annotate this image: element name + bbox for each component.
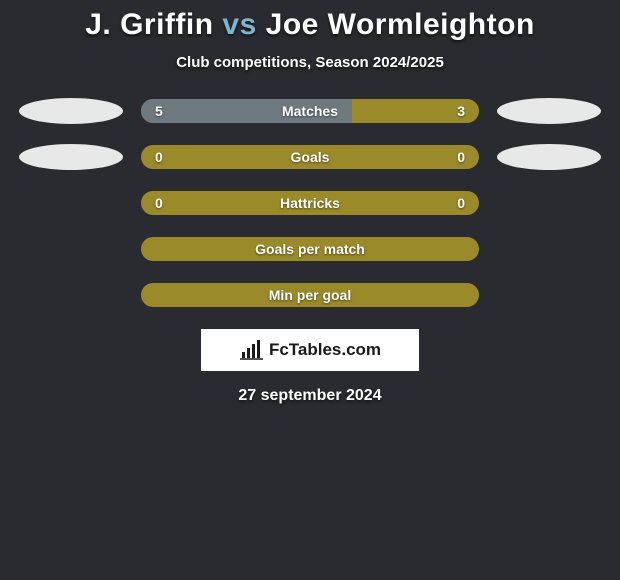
stat-left-value: 0	[155, 195, 167, 211]
player1-name: J. Griffin	[85, 8, 213, 41]
stat-bar: 5 Matches 3	[141, 99, 479, 123]
player1-badge	[19, 98, 123, 124]
stat-label: Matches	[282, 103, 338, 119]
player2-badge	[497, 144, 601, 170]
bar-chart-icon	[239, 339, 265, 361]
date-text: 27 september 2024	[0, 387, 620, 405]
stat-bar: Goals per match	[141, 237, 479, 261]
stat-row: Min per goal	[0, 283, 620, 307]
stat-row: Goals per match	[0, 237, 620, 261]
comparison-card: J. Griffin vs Joe Wormleighton Club comp…	[0, 0, 620, 405]
player2-badge	[497, 98, 601, 124]
stat-label: Hattricks	[280, 195, 340, 211]
stat-label: Goals per match	[255, 241, 365, 257]
stat-bar: 0 Hattricks 0	[141, 191, 479, 215]
player2-name: Joe Wormleighton	[266, 8, 535, 41]
stat-row: 0 Hattricks 0	[0, 191, 620, 215]
subtitle: Club competitions, Season 2024/2025	[0, 54, 620, 71]
logo-text: FcTables.com	[269, 340, 381, 360]
stat-left-value: 0	[155, 149, 167, 165]
stat-right-value: 0	[453, 149, 465, 165]
stat-bar: 0 Goals 0	[141, 145, 479, 169]
stat-bar: Min per goal	[141, 283, 479, 307]
stat-right-value: 3	[453, 103, 465, 119]
page-title: J. Griffin vs Joe Wormleighton	[0, 8, 620, 42]
stat-row: 0 Goals 0	[0, 145, 620, 169]
stat-row: 5 Matches 3	[0, 99, 620, 123]
stat-label: Min per goal	[269, 287, 351, 303]
stat-label: Goals	[291, 149, 330, 165]
stat-left-value: 5	[155, 103, 167, 119]
stats-container: 5 Matches 3 0 Goals 0 0 Hattricks 0 Goals per mat…	[0, 99, 620, 307]
player1-badge	[19, 144, 123, 170]
logo-box: FcTables.com	[201, 329, 419, 371]
stat-right-value: 0	[453, 195, 465, 211]
vs-text: vs	[222, 8, 256, 41]
